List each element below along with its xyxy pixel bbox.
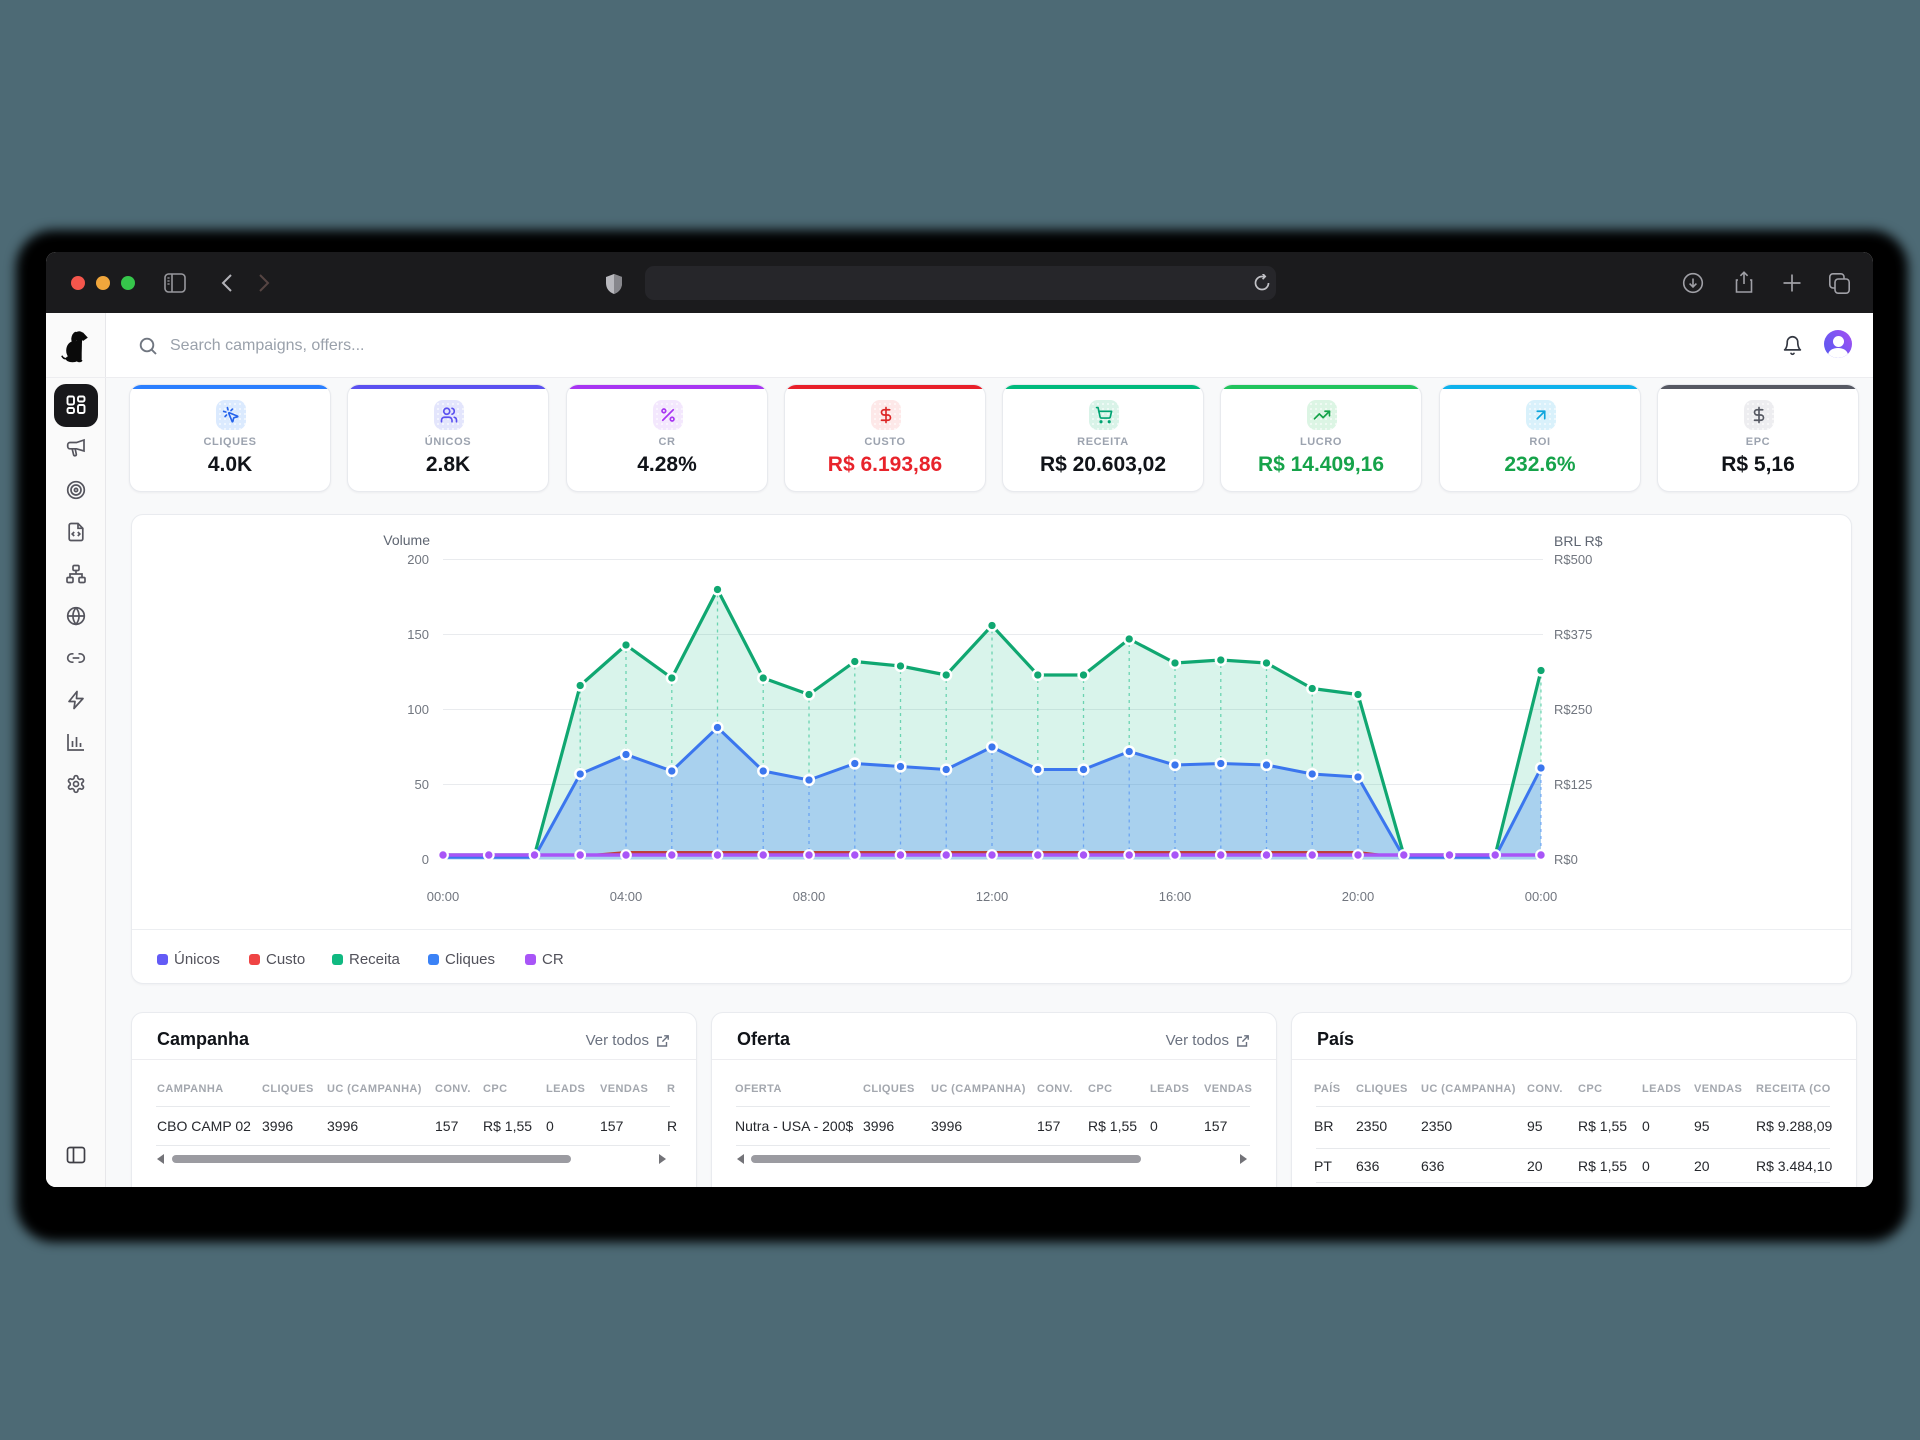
svg-text:R$125: R$125	[1554, 777, 1592, 792]
svg-text:150: 150	[407, 627, 429, 642]
svg-text:12:00: 12:00	[976, 889, 1009, 904]
svg-text:16:00: 16:00	[1159, 889, 1192, 904]
svg-text:R$0: R$0	[1554, 852, 1578, 867]
svg-text:0: 0	[422, 852, 429, 867]
svg-text:BRL R$: BRL R$	[1554, 533, 1603, 549]
svg-text:08:00: 08:00	[793, 889, 826, 904]
svg-text:R$375: R$375	[1554, 627, 1592, 642]
svg-text:00:00: 00:00	[1525, 889, 1558, 904]
svg-text:04:00: 04:00	[610, 889, 643, 904]
svg-text:50: 50	[415, 777, 429, 792]
svg-text:Volume: Volume	[383, 532, 430, 548]
svg-text:200: 200	[407, 552, 429, 567]
svg-text:R$500: R$500	[1554, 552, 1592, 567]
svg-text:00:00: 00:00	[427, 889, 460, 904]
svg-text:20:00: 20:00	[1342, 889, 1375, 904]
svg-text:100: 100	[407, 702, 429, 717]
svg-text:R$250: R$250	[1554, 702, 1592, 717]
